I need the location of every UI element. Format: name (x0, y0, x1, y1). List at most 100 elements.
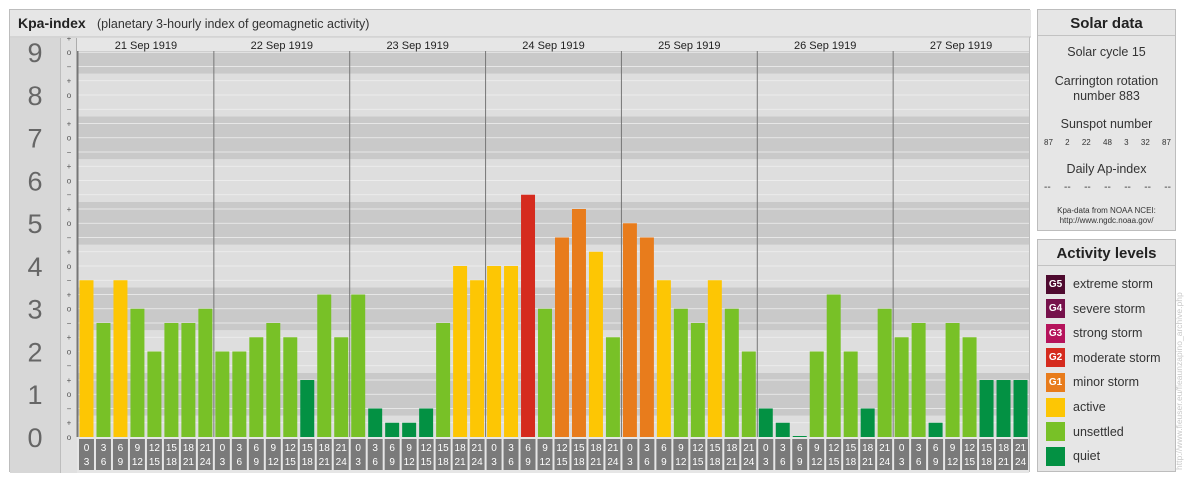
interval-end-label: 15 (421, 457, 433, 468)
kp-bar (215, 351, 230, 437)
interval-start-label: 9 (406, 443, 412, 454)
interval-end-label: 9 (389, 457, 395, 468)
interval-cell (741, 439, 757, 470)
solar-data-title: Solar data (1038, 10, 1175, 36)
interval-end-label: 21 (590, 457, 602, 468)
interval-start-label: 12 (149, 443, 161, 454)
interval-start-label: 3 (101, 443, 107, 454)
day-label-strip (77, 38, 1029, 51)
interval-cell (979, 439, 995, 470)
interval-cell (928, 439, 944, 470)
kp-bar (368, 408, 383, 437)
interval-cell (945, 439, 961, 470)
interval-end-label: 12 (404, 457, 416, 468)
kp-bar (198, 308, 213, 437)
interval-start-label: 3 (644, 443, 650, 454)
interval-cell (265, 439, 281, 470)
interval-start-label: 0 (220, 443, 226, 454)
interval-start-label: 15 (981, 443, 993, 454)
kp-bar (249, 337, 264, 437)
kpa-chart-panel: 0 1 2 3 4 5 6 7 8 9 o + − o + − o + − o + − o + − o + − o + − o + − o + − o +0… (9, 9, 1031, 473)
legend-swatch: G5 (1046, 274, 1065, 294)
interval-end-label: 15 (828, 457, 840, 468)
legend-item: G1 minor storm (1046, 372, 1139, 392)
y-tick-label-5: 5 (27, 209, 42, 239)
sub-tick-label: o (67, 134, 72, 143)
interval-start-label: 6 (661, 443, 667, 454)
interval-end-label: 6 (508, 457, 514, 468)
sub-tick-label: o (67, 262, 72, 271)
legend-swatch (1046, 422, 1065, 442)
kp-bar (334, 337, 349, 437)
day-label: 23 Sep 1919 (386, 40, 448, 52)
y-tick-label-4: 4 (27, 252, 42, 282)
kp-bar (673, 308, 688, 437)
interval-cell (231, 439, 247, 470)
interval-cell (554, 439, 570, 470)
interval-cell (724, 439, 740, 470)
sunspot-number: 32 (1140, 138, 1150, 147)
interval-cell (282, 439, 298, 470)
y-tick-label-2: 2 (27, 337, 42, 367)
interval-end-label: 6 (780, 457, 786, 468)
sub-tick-label: − (67, 148, 72, 157)
interval-cell (248, 439, 264, 470)
kp-bar (300, 380, 315, 437)
interval-start-label: 3 (372, 443, 378, 454)
chart-title: Kpa-index (18, 15, 86, 31)
interval-start-label: 9 (814, 443, 820, 454)
interval-end-label: 9 (254, 457, 260, 468)
kp-bar (894, 337, 909, 437)
interval-end-label: 15 (692, 457, 704, 468)
interval-start-label: 18 (455, 443, 467, 454)
interval-start-label: 9 (950, 443, 956, 454)
carrington-line1: Carrington rotation (1054, 74, 1159, 88)
interval-cell (350, 439, 366, 470)
interval-start-label: 3 (780, 443, 786, 454)
kp-bar (96, 322, 111, 437)
legend-swatch: G4 (1046, 299, 1065, 319)
interval-cell (843, 439, 859, 470)
sub-tick-column (61, 38, 77, 473)
kp-bar (741, 351, 756, 437)
kp-bar (605, 337, 620, 437)
sunspot-number: 48 (1103, 138, 1112, 147)
interval-cell (435, 439, 451, 470)
sub-tick-label: − (67, 105, 72, 114)
interval-end-label: 21 (319, 457, 331, 468)
interval-cell (1013, 439, 1028, 470)
kp-bar (266, 322, 281, 437)
interval-cell (95, 439, 111, 470)
sub-tick-label: o (67, 347, 72, 356)
kpa-chart: 0123456789o+−o+−o+−o+−o+−o+−o+−o+−o+−o+0… (10, 10, 1031, 473)
interval-cell (775, 439, 791, 470)
kp-bar (402, 422, 417, 437)
kp-bar (521, 194, 536, 437)
kp-bar (979, 380, 994, 437)
activity-levels-panel: Activity levels G5 extreme storm G4 severe … (1037, 239, 1176, 472)
interval-cell (486, 439, 502, 470)
interval-end-label: 9 (118, 457, 124, 468)
interval-start-label: 15 (709, 443, 721, 454)
y-tick-label-8: 8 (27, 81, 42, 111)
interval-cell (469, 439, 485, 470)
ap-title: Daily Ap-index (1066, 162, 1147, 176)
interval-cell (537, 439, 553, 470)
kp-bar (945, 322, 960, 437)
day-label: 24 Sep 1919 (522, 40, 584, 52)
legend-swatch: G2 (1046, 348, 1065, 368)
interval-start-label: 6 (254, 443, 260, 454)
interval-end-label: 15 (149, 457, 161, 468)
sub-tick-label: − (67, 233, 72, 242)
interval-start-label: 6 (933, 443, 939, 454)
kp-bar (1013, 380, 1028, 437)
legend-swatch: G3 (1046, 323, 1065, 343)
kp-bar (436, 322, 451, 437)
interval-end-label: 24 (743, 457, 755, 468)
interval-start-label: 0 (627, 443, 633, 454)
ap-value: -- (1084, 182, 1091, 193)
kp-bar (911, 322, 926, 437)
legend-label: moderate storm (1073, 350, 1161, 365)
ap-value: -- (1164, 182, 1171, 193)
kp-bar (79, 280, 94, 437)
